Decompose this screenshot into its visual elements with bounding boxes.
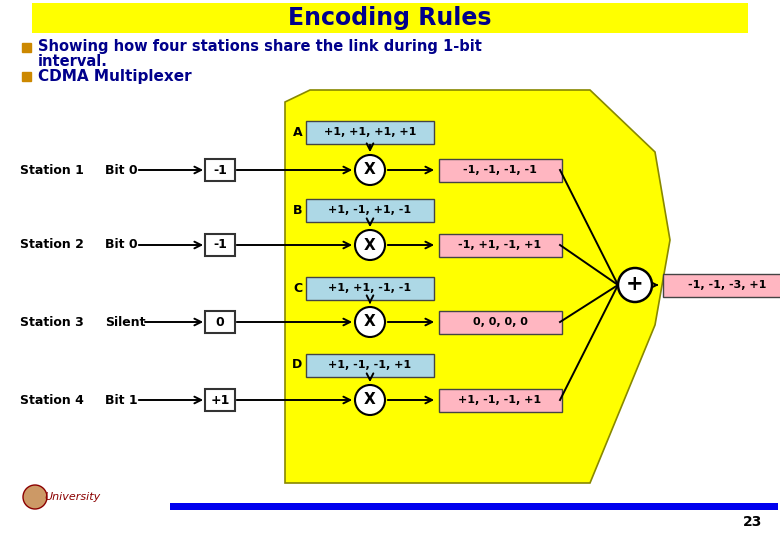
Text: interval.: interval. [38,53,108,69]
Text: -1, +1, -1, +1: -1, +1, -1, +1 [459,240,541,250]
Text: 0: 0 [215,315,225,328]
Circle shape [355,230,385,260]
Text: X: X [364,393,376,408]
FancyBboxPatch shape [438,233,562,256]
FancyBboxPatch shape [170,503,778,510]
Text: +1, -1, -1, +1: +1, -1, -1, +1 [328,360,412,370]
Text: Encoding Rules: Encoding Rules [289,6,491,30]
Text: +: + [626,274,644,294]
FancyBboxPatch shape [22,43,31,52]
FancyBboxPatch shape [306,120,434,144]
FancyBboxPatch shape [32,3,748,33]
FancyBboxPatch shape [438,310,562,334]
FancyBboxPatch shape [306,276,434,300]
Text: X: X [364,314,376,329]
FancyBboxPatch shape [205,234,235,256]
Text: -1: -1 [213,239,227,252]
Circle shape [355,307,385,337]
Text: A: A [292,125,303,138]
FancyBboxPatch shape [438,388,562,411]
Text: C: C [293,281,303,294]
FancyBboxPatch shape [205,311,235,333]
Text: B: B [293,204,303,217]
Text: Station 2: Station 2 [20,239,84,252]
Text: Station 3: Station 3 [20,315,83,328]
Text: Station 4: Station 4 [20,394,84,407]
Text: +1, +1, -1, -1: +1, +1, -1, -1 [328,283,412,293]
Text: +1, +1, +1, +1: +1, +1, +1, +1 [324,127,417,137]
Circle shape [618,268,652,302]
Text: CDMA Multiplexer: CDMA Multiplexer [38,69,192,84]
Text: Bit 1: Bit 1 [105,394,137,407]
FancyBboxPatch shape [22,72,31,81]
Circle shape [23,485,47,509]
Text: University: University [44,492,100,502]
Text: -1, -1, -1, -1: -1, -1, -1, -1 [463,165,537,175]
Text: Bit 0: Bit 0 [105,164,137,177]
Text: 0, 0, 0, 0: 0, 0, 0, 0 [473,317,527,327]
Text: +1, -1, -1, +1: +1, -1, -1, +1 [459,395,541,405]
Text: +1: +1 [211,394,229,407]
Circle shape [355,155,385,185]
Text: Showing how four stations share the link during 1-bit: Showing how four stations share the link… [38,39,482,55]
Text: -1, -1, -3, +1: -1, -1, -3, +1 [688,280,766,290]
Polygon shape [285,90,670,483]
Text: +1, -1, +1, -1: +1, -1, +1, -1 [328,205,412,215]
Text: Bit 0: Bit 0 [105,239,137,252]
Text: -1: -1 [213,164,227,177]
Circle shape [355,385,385,415]
Text: X: X [364,238,376,253]
FancyBboxPatch shape [306,354,434,376]
FancyBboxPatch shape [205,389,235,411]
FancyBboxPatch shape [306,199,434,221]
Text: Station 1: Station 1 [20,164,84,177]
Text: 23: 23 [743,515,762,529]
FancyBboxPatch shape [438,159,562,181]
FancyBboxPatch shape [205,159,235,181]
Text: D: D [292,359,303,372]
Text: Silent: Silent [105,315,146,328]
FancyBboxPatch shape [663,273,780,296]
Text: X: X [364,163,376,178]
